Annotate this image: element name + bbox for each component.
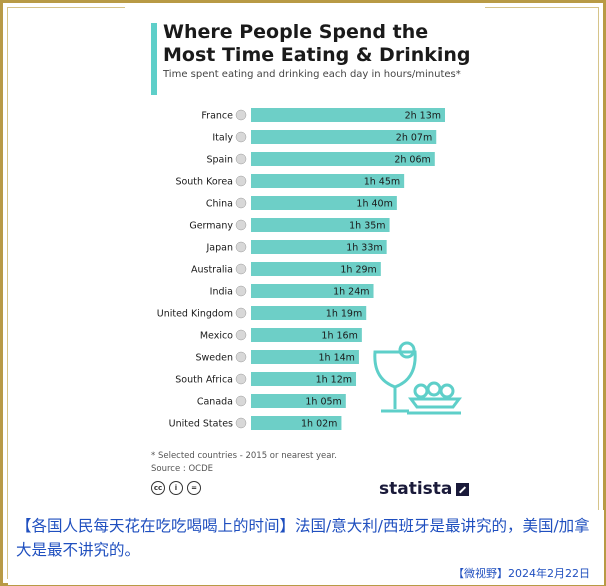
flag-icon (235, 153, 247, 165)
bar (251, 416, 342, 430)
category-label: Sweden (195, 353, 233, 364)
category-label: United Kingdom (157, 309, 233, 320)
bar (251, 328, 362, 342)
flag-icon (235, 109, 247, 121)
bar (251, 218, 390, 232)
category-label: Germany (189, 221, 233, 232)
caption-text: 【各国人民每天花在吃吃喝喝上的时间】法国/意大利/西班牙是最讲究的，美国/加拿大… (16, 517, 590, 559)
data-label: 1h 29m (340, 265, 376, 276)
category-label: India (210, 287, 233, 298)
data-label: 1h 19m (326, 309, 362, 320)
bar (251, 350, 359, 364)
license-icons: cc i = (151, 481, 201, 495)
category-label: Australia (191, 265, 233, 276)
data-label: 2h 06m (394, 155, 430, 166)
data-label: 1h 16m (321, 331, 357, 342)
data-label: 1h 14m (319, 353, 355, 364)
bar (251, 394, 346, 408)
flag-icon (235, 373, 247, 385)
chart-title: Where People Spend the Most Time Eating … (163, 21, 471, 66)
data-label: 2h 13m (405, 111, 441, 122)
wine-and-snacks-illustration (373, 341, 462, 415)
caption-date: 【微视野】2024年2月22日 (453, 567, 590, 580)
bar-chart: France 2h 13m Italy 2h 07m Spain 2h 06m South … (157, 108, 462, 430)
brand-mark-icon (456, 482, 470, 496)
data-label: 1h 12m (316, 375, 352, 386)
title-accent-bar (151, 23, 157, 95)
bar (251, 108, 445, 122)
flag-icon (235, 395, 247, 407)
data-label: 1h 35m (349, 221, 385, 232)
footnote-source: Source : OCDE (151, 464, 214, 474)
data-label: 1h 24m (333, 287, 369, 298)
flag-icon (235, 197, 247, 209)
category-label: South Korea (175, 177, 233, 188)
bar (251, 196, 397, 210)
bar (251, 306, 367, 320)
data-label: 1h 02m (301, 419, 337, 430)
caption-band: 【各国人民每天花在吃吃喝喝上的时间】法国/意大利/西班牙是最讲究的，美国/加拿大… (8, 510, 604, 585)
flag-icon (235, 351, 247, 363)
category-label: Canada (197, 397, 233, 408)
data-label: 1h 05m (305, 397, 341, 408)
category-label: Spain (206, 155, 233, 166)
flag-icon (235, 241, 247, 253)
chart-subtitle: Time spent eating and drinking each day … (163, 69, 461, 80)
footnote-selection: * Selected countries - 2015 or nearest y… (151, 451, 337, 461)
data-label: 1h 40m (356, 199, 392, 210)
flag-icon (235, 285, 247, 297)
bar (251, 284, 374, 298)
bar (251, 372, 357, 386)
flag-icon (235, 417, 247, 429)
flag-icon (235, 175, 247, 187)
category-label: Mexico (200, 331, 233, 342)
bar (251, 262, 381, 276)
data-label: 1h 45m (364, 177, 400, 188)
flag-icon (235, 307, 247, 319)
statista-logo: statista (379, 479, 470, 499)
category-label: Italy (212, 133, 233, 144)
bar (251, 174, 405, 188)
person-icon: i (169, 481, 183, 495)
footnote: * Selected countries - 2015 or nearest y… (151, 450, 337, 476)
brand-name: statista (379, 479, 453, 499)
bar (251, 152, 435, 166)
infographic-card: Where People Spend the Most Time Eating … (125, 7, 485, 510)
flag-icon (235, 219, 247, 231)
category-label: China (206, 199, 233, 210)
equals-icon: = (187, 481, 201, 495)
category-label: South Africa (175, 375, 233, 386)
flag-icon (235, 329, 247, 341)
category-label: France (201, 111, 233, 122)
bar (251, 240, 387, 254)
category-label: United States (169, 419, 233, 430)
data-label: 1h 33m (346, 243, 382, 254)
category-label: Japan (206, 243, 234, 254)
bar (251, 130, 437, 144)
data-label: 2h 07m (396, 133, 432, 144)
flag-icon (235, 131, 247, 143)
cc-icon: cc (151, 481, 165, 495)
flag-icon (235, 263, 247, 275)
